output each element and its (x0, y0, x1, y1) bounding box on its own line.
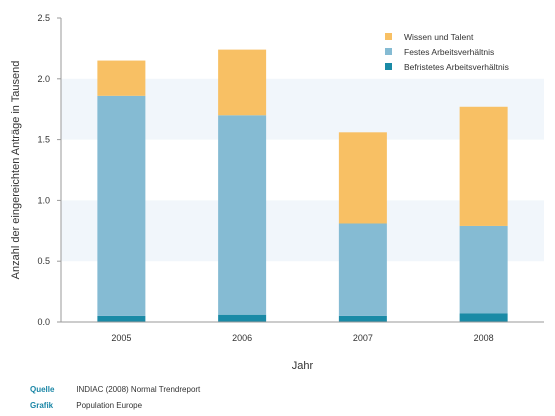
legend-swatch (385, 63, 392, 70)
source-text: INDIAC (2008) Normal Trendreport (76, 385, 201, 394)
bar-segment-2007-0 (338, 315, 387, 322)
y-tick-label: 0.5 (37, 256, 50, 266)
x-tick-label: 2007 (353, 333, 373, 343)
bar-segment-2005-2 (97, 60, 146, 96)
bars-group: 2005 2006 2007 2008 (97, 49, 508, 343)
y-axis-title: Anzahl der eingereichten Anträge in Taus… (10, 61, 22, 280)
bar-segment-2008-1 (459, 225, 508, 314)
source-label: Quelle (30, 385, 55, 394)
x-tick-label: 2005 (111, 333, 131, 343)
bar-segment-2006-1 (218, 115, 267, 315)
bar-segment-2005-1 (97, 95, 146, 316)
y-tick-label: 2.5 (37, 13, 50, 23)
legend-label: Festes Arbeitsverhältnis (404, 47, 494, 57)
x-axis-title: Jahr (292, 360, 314, 372)
axes-group: 0.0 0.5 1.0 1.5 2.0 2.5 Jahr Anzahl der eingere… (10, 13, 544, 372)
legend-swatch (385, 33, 392, 40)
bar-segment-2007-1 (338, 223, 387, 316)
x-tick-label: 2008 (474, 333, 494, 343)
legend-swatch (385, 48, 392, 55)
graphic-label: Grafik (30, 401, 54, 410)
bar-segment-2006-0 (218, 314, 267, 322)
graphic-text: Population Europe (76, 401, 143, 410)
y-tick-label: 2.0 (37, 74, 50, 84)
footer-source: Quelle INDIAC (2008) Normal Trendreport (30, 385, 200, 394)
legend-label: Wissen und Talent (404, 32, 474, 42)
bar-segment-2008-2 (459, 106, 508, 226)
bar-segment-2008-0 (459, 313, 508, 322)
bar-segment-2006-2 (218, 49, 267, 116)
y-tick-label: 0.0 (37, 317, 50, 327)
legend-label: Befristetes Arbeitsverhältnis (404, 62, 509, 72)
legend: Wissen und Talent Festes Arbeitsverhältni… (385, 32, 509, 72)
y-tick-label: 1.0 (37, 195, 50, 205)
bar-segment-2005-0 (97, 315, 146, 322)
footer-graphic: Grafik Population Europe (30, 401, 142, 410)
x-tick-label: 2006 (232, 333, 252, 343)
bar-segment-2007-2 (338, 132, 387, 224)
y-tick-label: 1.5 (37, 135, 50, 145)
